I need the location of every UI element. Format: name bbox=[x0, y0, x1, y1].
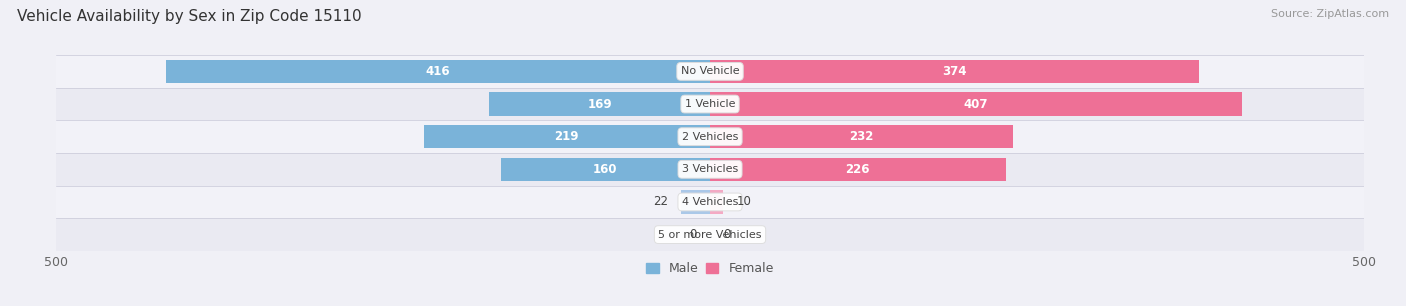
Bar bbox=[56, 55, 1364, 88]
Text: 374: 374 bbox=[942, 65, 967, 78]
Bar bbox=[56, 218, 1364, 251]
Bar bbox=[56, 186, 1364, 218]
Bar bbox=[501, 158, 710, 181]
Text: Vehicle Availability by Sex in Zip Code 15110: Vehicle Availability by Sex in Zip Code … bbox=[17, 9, 361, 24]
Text: No Vehicle: No Vehicle bbox=[681, 66, 740, 76]
Bar bbox=[682, 190, 710, 214]
Text: 0: 0 bbox=[723, 228, 731, 241]
Bar bbox=[710, 125, 1014, 148]
Bar bbox=[710, 158, 1005, 181]
Text: 10: 10 bbox=[737, 196, 751, 208]
Bar bbox=[710, 190, 723, 214]
Bar bbox=[710, 92, 1243, 116]
Bar bbox=[489, 92, 710, 116]
Text: 2 Vehicles: 2 Vehicles bbox=[682, 132, 738, 142]
Text: 169: 169 bbox=[588, 98, 612, 110]
Text: 22: 22 bbox=[654, 196, 668, 208]
Text: 407: 407 bbox=[965, 98, 988, 110]
Bar bbox=[56, 120, 1364, 153]
Legend: Male, Female: Male, Female bbox=[641, 257, 779, 280]
Bar bbox=[423, 125, 710, 148]
Text: 219: 219 bbox=[554, 130, 579, 143]
Bar bbox=[166, 60, 710, 83]
Text: Source: ZipAtlas.com: Source: ZipAtlas.com bbox=[1271, 9, 1389, 19]
Bar bbox=[56, 88, 1364, 120]
Bar bbox=[56, 153, 1364, 186]
Text: 5 or more Vehicles: 5 or more Vehicles bbox=[658, 230, 762, 240]
Text: 1 Vehicle: 1 Vehicle bbox=[685, 99, 735, 109]
Bar bbox=[710, 60, 1199, 83]
Text: 416: 416 bbox=[426, 65, 450, 78]
Text: 232: 232 bbox=[849, 130, 875, 143]
Text: 3 Vehicles: 3 Vehicles bbox=[682, 164, 738, 174]
Text: 4 Vehicles: 4 Vehicles bbox=[682, 197, 738, 207]
Text: 0: 0 bbox=[689, 228, 697, 241]
Text: 226: 226 bbox=[845, 163, 870, 176]
Text: 160: 160 bbox=[593, 163, 617, 176]
